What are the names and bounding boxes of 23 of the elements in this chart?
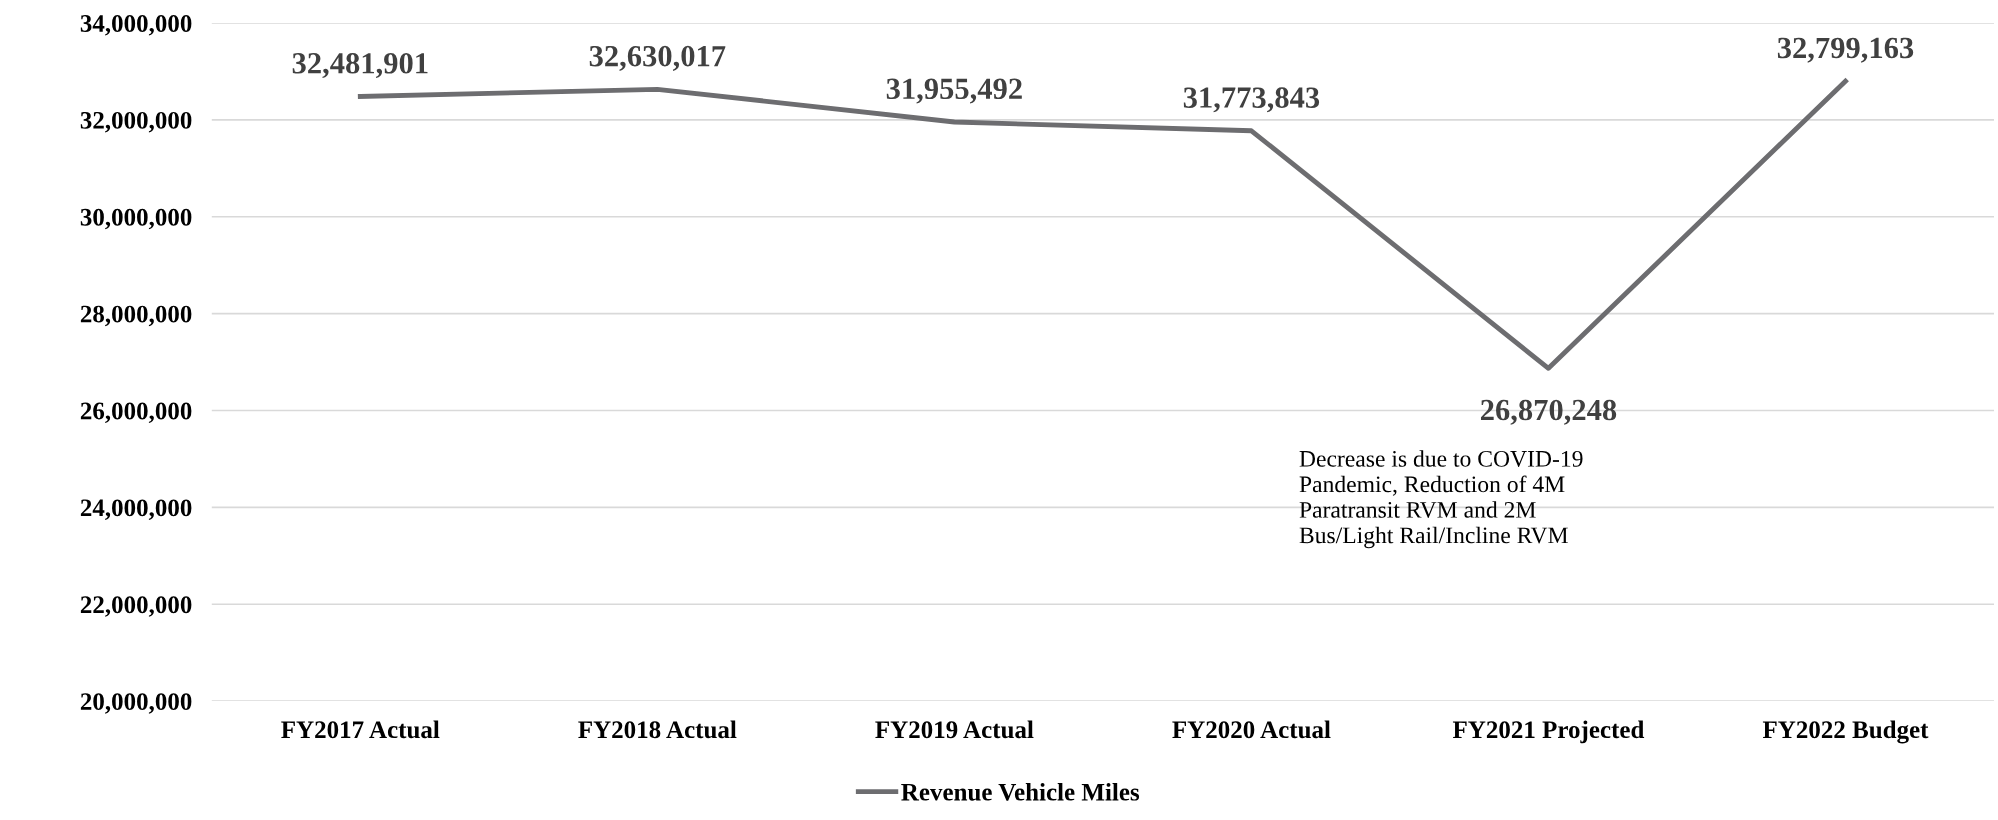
y-tick-label: 22,000,000	[80, 596, 192, 617]
x-tick-label: FY2022 Budget	[1762, 720, 1929, 744]
data-label: 32,799,163	[1777, 37, 1914, 63]
x-tick-label: FY2020 Actual	[1172, 720, 1331, 739]
data-label: 31,955,492	[886, 78, 1022, 104]
y-tick-label: 30,000,000	[80, 208, 192, 230]
y-tick-label: 32,000,000	[80, 111, 192, 133]
data-label: 32,481,901	[292, 53, 428, 79]
x-tick-label: FY2019 Actual	[875, 720, 1034, 739]
y-tick-label: 26,000,000	[80, 402, 192, 424]
y-tick-label: 20,000,000	[80, 693, 192, 714]
x-tick-label: FY2018 Actual	[578, 720, 737, 739]
annotation: Decrease is due to COVID-19 Pandemic, Reduction of 4M Paratransit RVM and 2M Bus/Light Rail/Incline RVM	[1299, 450, 1583, 549]
legend-label: Revenue Vehicle Miles	[901, 783, 1140, 801]
x-tick-label: FY2021 Projected	[1452, 720, 1645, 744]
y-tick-label: 28,000,000	[80, 305, 192, 327]
data-label: 26,870,248	[1480, 399, 1617, 425]
x-tick-label: FY2017 Actual	[281, 720, 440, 739]
y-tick-label: 34,000,000	[80, 15, 192, 36]
data-label: 32,630,017	[589, 45, 726, 71]
y-tick-label: 24,000,000	[80, 499, 192, 520]
data-label: 31,773,843	[1183, 87, 1320, 113]
line-series	[357, 78, 1848, 371]
